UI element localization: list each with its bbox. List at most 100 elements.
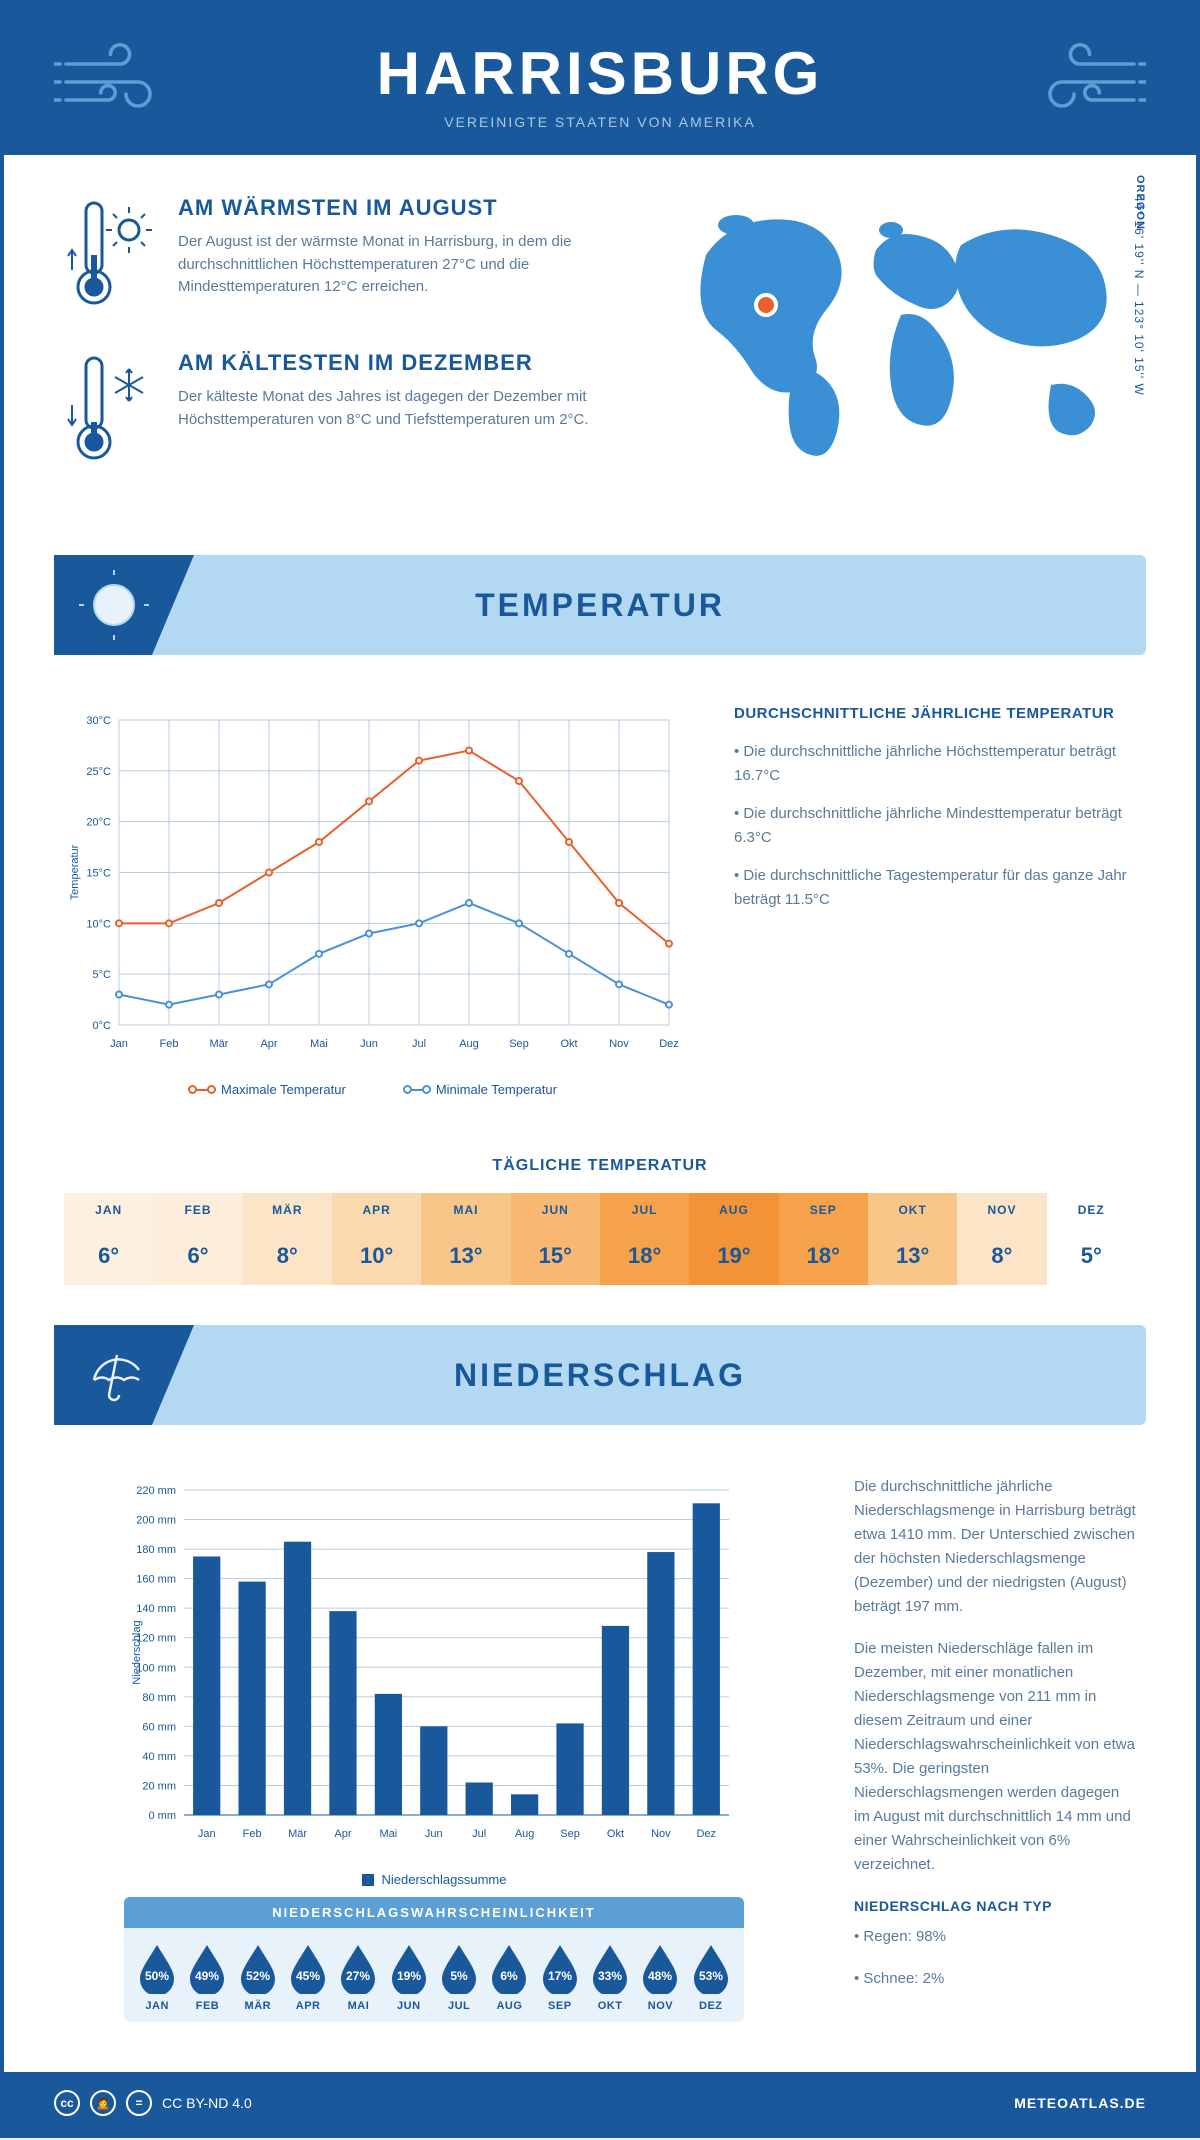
svg-text:Apr: Apr [334,1828,351,1840]
coldest-text: Der kälteste Monat des Jahres ist dagege… [178,386,636,431]
precip-type-2: • Schnee: 2% [854,1967,1136,1991]
probability-drop: 48%NOV [637,1942,683,2012]
svg-text:80 mm: 80 mm [142,1692,176,1704]
svg-text:180 mm: 180 mm [136,1544,176,1556]
svg-text:60 mm: 60 mm [142,1721,176,1733]
svg-text:Nov: Nov [609,1038,629,1050]
precip-type-1: • Regen: 98% [854,1925,1136,1949]
svg-text:20°C: 20°C [86,817,111,829]
license-label: CC BY-ND 4.0 [162,2095,252,2111]
city-title: HARRISBURG [174,39,1026,108]
intro-section: AM WÄRMSTEN IM AUGUST Der August ist der… [4,155,1196,535]
location-marker-icon [756,295,776,315]
country-subtitle: VEREINIGTE STAATEN VON AMERIKA [174,114,1026,130]
svg-text:Feb: Feb [160,1038,179,1050]
svg-text:Sep: Sep [509,1038,529,1050]
daily-temp-strip: JAN6°FEB6°MÄR8°APR10°MAI13°JUN15°JUL18°A… [64,1193,1136,1285]
thermometer-cold-icon [64,350,154,475]
svg-text:49%: 49% [195,1969,219,1983]
svg-text:Jun: Jun [425,1828,443,1840]
svg-text:20 mm: 20 mm [142,1780,176,1792]
svg-text:50%: 50% [145,1969,169,1983]
temperature-banner: TEMPERATUR [54,555,1146,655]
wind-icon-right [1026,34,1146,135]
svg-text:Jun: Jun [360,1038,378,1050]
infographic-page: HARRISBURG VEREINIGTE STAATEN VON AMERIK… [0,0,1200,2138]
probability-drop: 19%JUN [386,1942,432,2012]
svg-text:30°C: 30°C [86,715,111,727]
svg-text:40 mm: 40 mm [142,1751,176,1763]
probability-drop: 17%SEP [537,1942,583,2012]
svg-text:160 mm: 160 mm [136,1574,176,1586]
svg-text:33%: 33% [598,1969,622,1983]
precip-chart: 0 mm20 mm40 mm60 mm80 mm100 mm120 mm140 … [64,1475,804,1855]
precip-legend-label: Niederschlagssumme [382,1872,507,1887]
svg-text:17%: 17% [548,1969,572,1983]
annual-bullet-2: • Die durchschnittliche jährliche Mindes… [734,802,1136,850]
wind-icon-left [54,34,174,135]
temp-strip-cell: JUN15° [511,1193,600,1285]
svg-text:Feb: Feb [243,1828,262,1840]
daily-temp-heading: TÄGLICHE TEMPERATUR [4,1157,1196,1175]
probability-drop: 53%DEZ [688,1942,734,2012]
svg-text:Okt: Okt [560,1038,577,1050]
svg-text:15°C: 15°C [86,868,111,880]
temp-strip-cell: NOV8° [957,1193,1046,1285]
by-icon: 🙍 [90,2090,116,2116]
svg-text:200 mm: 200 mm [136,1515,176,1527]
probability-drop: 5%JUL [436,1942,482,2012]
svg-text:Dez: Dez [697,1828,717,1840]
svg-text:220 mm: 220 mm [136,1485,176,1497]
temp-strip-cell: MAI13° [421,1193,510,1285]
svg-text:5°C: 5°C [93,969,112,981]
svg-text:53%: 53% [699,1969,723,1983]
svg-text:Niederschlag: Niederschlag [131,1620,143,1684]
svg-text:Nov: Nov [651,1828,671,1840]
svg-text:Temperatur: Temperatur [69,844,81,900]
site-label: METEOATLAS.DE [1014,2095,1146,2111]
temperature-row: 0°C5°C10°C15°C20°C25°C30°CJanFebMärAprMa… [4,675,1196,1127]
legend-min-label: Minimale Temperatur [436,1082,557,1097]
svg-text:Mai: Mai [380,1828,398,1840]
svg-text:Apr: Apr [260,1038,277,1050]
temp-strip-cell: JUL18° [600,1193,689,1285]
temp-strip-cell: FEB6° [153,1193,242,1285]
world-map-block: OREGON 44° 16' 19'' N — 123° 10' 15'' W [676,195,1136,505]
annual-bullet-3: • Die durchschnittliche Tagestemperatur … [734,864,1136,912]
probability-drop: 52%MÄR [235,1942,281,2012]
svg-text:19%: 19% [397,1969,421,1983]
svg-text:25°C: 25°C [86,766,111,778]
svg-text:6%: 6% [501,1969,519,1983]
precip-banner: NIEDERSCHLAG [54,1325,1146,1425]
svg-text:Mär: Mär [288,1828,307,1840]
world-map-icon [676,195,1136,475]
svg-text:0°C: 0°C [93,1020,112,1032]
legend-max-label: Maximale Temperatur [221,1082,346,1097]
probability-heading: NIEDERSCHLAGSWAHRSCHEINLICHKEIT [124,1897,744,1928]
temp-strip-cell: OKT13° [868,1193,957,1285]
coldest-fact: AM KÄLTESTEN IM DEZEMBER Der kälteste Mo… [64,350,636,475]
svg-text:Okt: Okt [607,1828,624,1840]
warmest-fact: AM WÄRMSTEN IM AUGUST Der August ist der… [64,195,636,320]
svg-text:Jan: Jan [198,1828,216,1840]
svg-text:140 mm: 140 mm [136,1603,176,1615]
probability-drop: 6%AUG [486,1942,532,2012]
sun-icon [54,555,194,655]
umbrella-icon [54,1325,194,1425]
svg-text:Aug: Aug [459,1038,479,1050]
svg-text:Sep: Sep [560,1828,580,1840]
temperature-legend: Maximale Temperatur Minimale Temperatur [64,1082,684,1097]
annual-temperature-facts: DURCHSCHNITTLICHE JÄHRLICHE TEMPERATUR •… [734,705,1136,1097]
temp-strip-cell: DEZ5° [1047,1193,1136,1285]
coordinates-label: 44° 16' 19'' N — 123° 10' 15'' W [1132,195,1146,396]
cc-icon: cc [54,2090,80,2116]
svg-text:Jul: Jul [472,1828,486,1840]
svg-text:Jan: Jan [110,1038,128,1050]
svg-text:0 mm: 0 mm [149,1810,177,1822]
svg-text:52%: 52% [246,1969,270,1983]
temp-strip-cell: APR10° [332,1193,421,1285]
warmest-text: Der August ist der wärmste Monat in Harr… [178,231,636,299]
precip-row: 0 mm20 mm40 mm60 mm80 mm100 mm120 mm140 … [4,1445,1196,2072]
precip-text-block: Die durchschnittliche jährliche Niedersc… [854,1475,1136,2062]
svg-text:10°C: 10°C [86,918,111,930]
